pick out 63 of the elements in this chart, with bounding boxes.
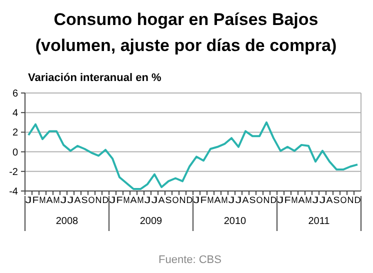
x-tick-label: M [137, 195, 145, 205]
x-tick-label: M [291, 195, 299, 205]
x-tick-label: J [277, 195, 284, 205]
x-tick-label: D [354, 195, 362, 205]
x-tick-label: A [130, 195, 137, 205]
x-tick-label: J [235, 195, 242, 205]
x-tick-label: S [249, 195, 256, 205]
y-tick-label: 4 [12, 108, 18, 120]
x-tick-label: M [39, 195, 47, 205]
x-tick-label: F [32, 195, 40, 205]
x-tick-label: D [186, 195, 194, 205]
x-tick-label: M [123, 195, 131, 205]
x-tick-label: J [67, 195, 74, 205]
y-tick-label: 6 [12, 88, 18, 100]
x-tick-label: D [102, 195, 110, 205]
y-axis-title: Variación interanual en % [28, 72, 162, 84]
x-tick-label: M [221, 195, 229, 205]
x-tick-label: N [263, 195, 270, 205]
x-tick-label: N [95, 195, 102, 205]
x-tick-label: A [74, 195, 81, 205]
y-tick-label: 0 [12, 147, 18, 158]
x-tick-label: F [284, 195, 292, 205]
x-tick-label: O [88, 195, 96, 205]
x-tick-label: A [158, 195, 165, 205]
x-tick-label: J [151, 195, 158, 205]
x-tick-label: J [25, 195, 32, 205]
x-tick-label: N [347, 195, 354, 205]
x-tick-label: J [144, 195, 151, 205]
x-tick-label: J [312, 195, 319, 205]
y-tick-label: -4 [9, 186, 18, 198]
x-tick-label: N [179, 195, 186, 205]
source-note: Fuente: CBS [158, 254, 222, 266]
x-tick-label: J [319, 195, 326, 205]
text: 2011 [308, 216, 330, 227]
x-tick-label: F [200, 195, 208, 205]
x-tick-label: F [116, 195, 124, 205]
x-tick-label: O [340, 195, 348, 205]
x-tick-label: S [333, 195, 340, 205]
x-tick-label: A [214, 195, 221, 205]
x-tick-label: M [305, 195, 313, 205]
text: 2009 [140, 216, 163, 227]
y-tick-label: 2 [12, 128, 18, 139]
x-tick-label: A [242, 195, 249, 205]
y-tick-label: -2 [9, 166, 18, 178]
x-tick-label: J [109, 195, 116, 205]
x-tick-label: O [256, 195, 264, 205]
x-tick-label: J [193, 195, 200, 205]
x-tick-label: J [60, 195, 67, 205]
chart-subtitle: (volumen, ajuste por días de compra) [35, 36, 337, 55]
x-tick-label: S [165, 195, 172, 205]
chart-title: Consumo hogar en Países Bajos [54, 10, 318, 29]
x-tick-label: M [53, 195, 61, 205]
line-series [28, 121, 358, 190]
x-tick-label: J [228, 195, 235, 205]
x-tick-label: M [207, 195, 215, 205]
text: 2010 [224, 216, 247, 227]
x-tick-label: D [270, 195, 278, 205]
x-tick-label: A [326, 195, 333, 205]
x-tick-label: S [81, 195, 88, 205]
x-tick-label: A [46, 195, 53, 205]
x-tick-label: A [298, 195, 305, 205]
text: 2008 [56, 216, 79, 227]
x-tick-label: O [172, 195, 180, 205]
